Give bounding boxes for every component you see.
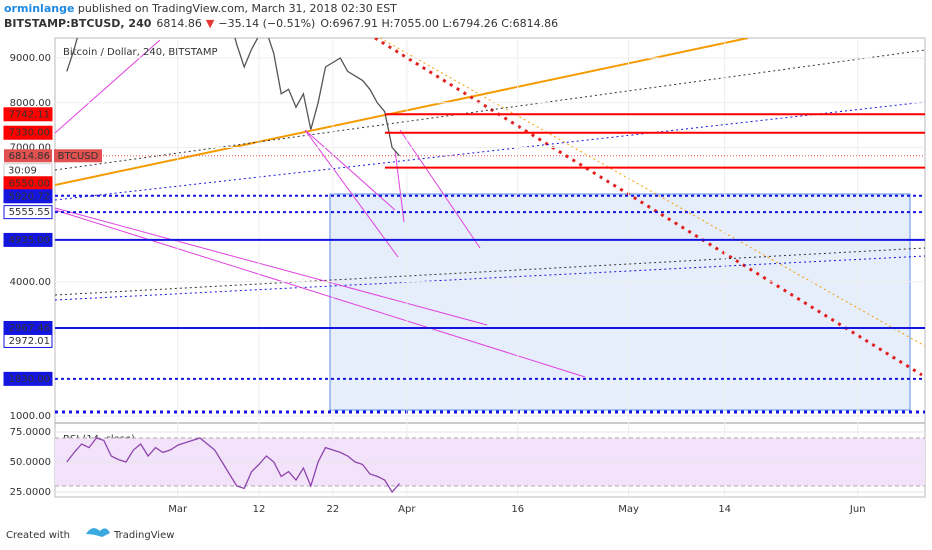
range-box xyxy=(329,193,911,411)
footer-brand[interactable]: TradingView xyxy=(113,530,174,541)
y-tick-label: 25.0000 xyxy=(10,487,51,498)
trendline xyxy=(55,255,925,301)
trendline xyxy=(55,38,749,186)
level-label-box xyxy=(3,333,53,348)
level-label: 6550.00 xyxy=(9,178,50,189)
level-label-box xyxy=(3,371,53,386)
logo xyxy=(86,528,110,537)
x-tick-label: Mar xyxy=(168,504,188,515)
symbol-box xyxy=(54,149,102,163)
x-tick-label: Jun xyxy=(849,504,866,515)
x-tick-label: 12 xyxy=(253,504,266,515)
series xyxy=(66,437,400,494)
arrow: ▼ xyxy=(206,17,215,30)
trendline xyxy=(374,38,923,377)
last-price-label: 6814.86 xyxy=(9,151,50,162)
author[interactable]: orminlange xyxy=(4,2,74,15)
level-label-box xyxy=(3,189,53,204)
level-label: 1830.00 xyxy=(9,374,50,385)
price-line xyxy=(66,38,400,157)
published: published on TradingView.com, March 31, … xyxy=(74,2,397,15)
arrow xyxy=(55,39,161,134)
symbol-label: BTCUSD xyxy=(58,151,99,162)
x-tick-label: 14 xyxy=(718,504,731,515)
level-label: 2967.46 xyxy=(9,323,50,334)
level-label: 5555.55 xyxy=(9,207,50,218)
change: −35.14 (−0.51%) xyxy=(218,17,315,30)
x-tick-label: 16 xyxy=(511,504,524,515)
y-tick-label: 1000.00 xyxy=(10,411,51,422)
plot-frame xyxy=(54,37,926,498)
price-line xyxy=(66,437,400,494)
x-tick-label: 22 xyxy=(327,504,340,515)
level-label-box xyxy=(3,232,53,247)
header-line: orminlange published on TradingView.com,… xyxy=(4,2,397,15)
y-tick-label: 4000.00 xyxy=(10,277,51,288)
trendline xyxy=(55,247,925,296)
footer-created: Created with xyxy=(6,530,70,541)
trendline xyxy=(379,38,925,347)
level-label-box xyxy=(3,107,53,122)
arrows xyxy=(55,39,586,378)
y-tick-label: 8000.00 xyxy=(10,98,51,109)
series xyxy=(66,38,400,157)
countdown-label: 30:09 xyxy=(8,165,37,176)
arrow xyxy=(55,207,488,326)
trendline xyxy=(55,49,925,171)
last-price-box xyxy=(4,149,52,163)
last: 6814.86 xyxy=(156,17,202,30)
y-tick-label: 75.0000 xyxy=(10,427,51,438)
symbol-line: BITSTAMP:BTCUSD, 240 6814.86 ▼ −35.14 (−0.5… xyxy=(4,17,558,30)
level-label: 5920.72 xyxy=(9,191,50,202)
level-label: 4935.00 xyxy=(9,235,50,246)
ohlc: O:6967.91 H:7055.00 L:6794.26 C:6814.86 xyxy=(320,17,558,30)
y-tick-label: 7000.00 xyxy=(10,143,51,154)
level-label-box xyxy=(3,205,53,220)
trendline xyxy=(55,101,925,201)
level-label: 7330.00 xyxy=(9,128,50,139)
level-label: 2972.01 xyxy=(9,336,50,347)
arrow xyxy=(55,209,586,378)
arrow xyxy=(304,129,399,258)
y-tick-label: 50.0000 xyxy=(10,457,51,468)
arrow xyxy=(394,149,405,223)
y-tick-label: 9000.00 xyxy=(10,53,51,64)
x-tick-label: Apr xyxy=(398,504,416,515)
arrow xyxy=(399,129,481,249)
drawings xyxy=(55,38,925,378)
symbol: BITSTAMP:BTCUSD, 240 xyxy=(4,17,152,30)
chart-title: Bitcoin / Dollar, 240, BITSTAMP xyxy=(63,47,218,58)
x-tick-label: May xyxy=(618,504,639,515)
level-label-box xyxy=(3,125,53,140)
level-label: 7742.11 xyxy=(9,109,50,120)
